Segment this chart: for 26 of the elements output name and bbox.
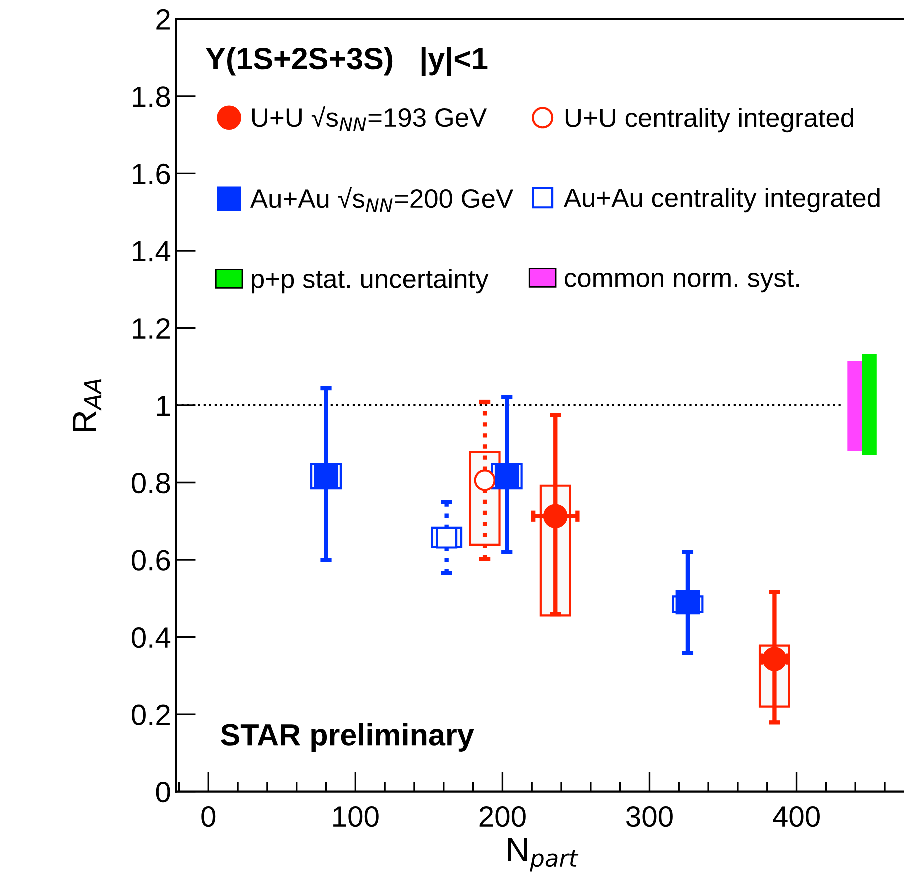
y-tick-label: 1.2: [133, 318, 170, 339]
legend-label: Au+Au centrality integrated: [564, 188, 880, 213]
legend-label: U+U centrality integrated: [566, 108, 854, 133]
legend-label: common norm. syst.: [565, 270, 800, 293]
annotation: STAR preliminary: [221, 723, 474, 752]
x-tick-label: 100: [334, 806, 379, 828]
annotation: Υ(1S+2S+3S) |y|<1: [206, 47, 488, 76]
y-tick-label: 0.4: [132, 627, 171, 648]
x-tick-label: 0: [202, 806, 216, 828]
y-tick-label: 0.8: [132, 472, 170, 494]
x-tick-label: 200: [480, 806, 526, 828]
y-axis-title: R$_{AA}$: [73, 379, 102, 432]
y-tick-label: 1.8: [133, 86, 170, 108]
y-tick-label: 0.2: [132, 704, 170, 726]
y-tick-label: 0: [156, 782, 170, 803]
x-axis-title: N$_{part}$: [508, 838, 579, 872]
x-tick-label: 300: [626, 806, 673, 828]
legend-label: p+p stat. uncertainty: [252, 269, 489, 294]
y-tick-label: 1.4: [133, 241, 171, 262]
legend-label: U+U √s$_{NN}$=193 GeV: [252, 106, 488, 132]
y-tick-label: 1: [157, 396, 170, 416]
y-tick-label: 1.6: [133, 164, 170, 185]
y-tick-label: 2: [156, 9, 170, 30]
y-tick-label: 0.6: [132, 550, 170, 571]
legend-label: Au+Au √s$_{NN}$=200 GeV: [250, 187, 514, 212]
x-tick-label: 400: [773, 806, 820, 828]
